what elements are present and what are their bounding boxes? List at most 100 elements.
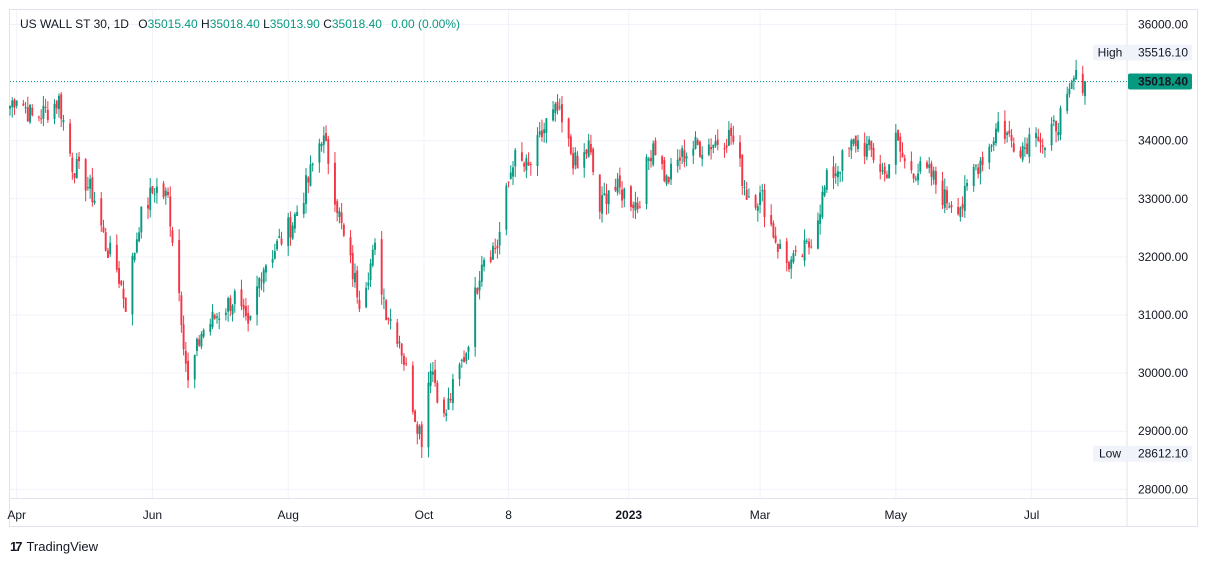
candle-body (1019, 150, 1022, 157)
candle-body (242, 304, 245, 310)
candle-body (1043, 148, 1046, 150)
symbol-legend: US WALL ST 30, 1D O35015.40 H35018.40 L3… (20, 17, 460, 31)
candle-body (140, 206, 143, 233)
candle-body (634, 202, 637, 211)
candle-body (756, 206, 759, 211)
candle-body (788, 262, 790, 270)
candle-body (327, 138, 330, 164)
candle-body (416, 424, 419, 434)
candle-body (385, 300, 388, 321)
candle-body (821, 191, 824, 218)
candle-body (792, 253, 795, 263)
candle-body (271, 258, 274, 263)
candle-body (224, 312, 227, 315)
candle-body (11, 100, 14, 108)
candle-body (652, 143, 655, 165)
candle-body (1035, 133, 1037, 139)
candle-body (632, 204, 635, 209)
candle-body (685, 156, 688, 159)
candle-body (589, 143, 592, 153)
candle-body (340, 212, 343, 224)
candle-body (22, 103, 25, 106)
candle-body (1023, 147, 1026, 149)
candle-body (520, 152, 523, 161)
candle-body (1028, 134, 1031, 157)
candle-body (710, 147, 713, 150)
candle-body (229, 297, 232, 311)
candle-body (919, 161, 922, 172)
candle-body (854, 135, 857, 147)
candle-body (569, 136, 572, 154)
candle-body (1037, 136, 1040, 141)
candle-body (759, 192, 762, 206)
candle-body (801, 255, 804, 257)
candle-body (100, 198, 103, 226)
candle-body (988, 146, 991, 163)
low-badge-value: 28612.10 (1138, 447, 1188, 461)
candle-body (149, 187, 152, 211)
candle-body (213, 315, 216, 319)
candle-body (358, 299, 361, 309)
candle-body (917, 173, 920, 181)
candle-body (365, 287, 368, 308)
candle-body (583, 152, 586, 168)
candle-body (543, 129, 546, 134)
candle-body (40, 118, 43, 120)
candle-body (816, 220, 819, 249)
candle-body (574, 152, 577, 166)
candle-body (974, 165, 977, 167)
candle-body (832, 166, 835, 179)
candle-body (576, 155, 579, 169)
x-tick-label: Jun (143, 508, 162, 522)
candle-body (463, 357, 466, 363)
candle-body (567, 118, 570, 139)
candle-body (496, 245, 499, 249)
candle-body (932, 170, 935, 180)
candle-body (494, 248, 497, 250)
candle-body (865, 143, 868, 157)
candle-body (354, 272, 356, 283)
candle-body (538, 131, 541, 135)
candle-body (26, 107, 29, 122)
candle-body (881, 170, 884, 172)
candle-body (934, 170, 937, 185)
candle-body (37, 116, 40, 118)
candle-body (135, 239, 138, 253)
candle-body (73, 173, 76, 178)
candle-body (785, 241, 788, 263)
candle-body (187, 360, 190, 381)
high-badge-value: 35516.10 (1138, 46, 1188, 60)
candle-body (650, 157, 652, 162)
candle-body (24, 107, 27, 109)
low-badge-label: Low (1099, 447, 1121, 461)
candle-body (946, 190, 948, 204)
chart-frame[interactable] (9, 9, 1198, 527)
candle-body (443, 399, 445, 414)
candle-body (912, 173, 915, 179)
candle-body (872, 147, 875, 161)
candle-body (1050, 123, 1053, 146)
candle-body (296, 211, 299, 217)
candle-body (977, 167, 980, 175)
y-tick-label: 32000.00 (1138, 250, 1188, 264)
candle-body (202, 330, 205, 337)
candle-body (694, 136, 697, 149)
candle-body (714, 141, 717, 146)
tradingview-brand: TradingView (26, 539, 99, 554)
candle-body (31, 107, 34, 116)
candle-body (171, 230, 174, 243)
candle-body (216, 316, 218, 318)
candle-body (184, 350, 187, 364)
candle-body (356, 270, 359, 298)
candle-body (732, 135, 735, 142)
candle-body (29, 104, 31, 123)
candle-body (46, 109, 49, 121)
candle-body (529, 164, 532, 166)
candle-body (701, 154, 704, 160)
candle-body (857, 140, 859, 150)
candle-body (338, 211, 341, 217)
candle-body (106, 250, 109, 258)
tradingview-footer[interactable]: 17 TradingView (10, 539, 98, 554)
candle-body (1006, 132, 1009, 135)
